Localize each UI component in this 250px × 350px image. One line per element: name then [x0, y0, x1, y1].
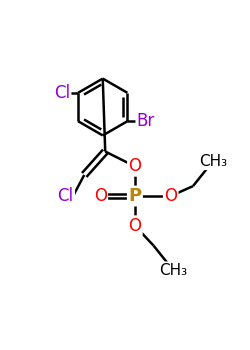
Text: Cl: Cl	[58, 187, 74, 205]
Text: P: P	[128, 187, 141, 205]
Text: Cl: Cl	[54, 84, 70, 102]
Text: CH₃: CH₃	[159, 263, 187, 278]
Text: Br: Br	[137, 112, 155, 130]
Text: O: O	[94, 187, 107, 205]
Text: CH₃: CH₃	[199, 154, 227, 169]
Text: O: O	[164, 187, 177, 205]
Text: O: O	[128, 217, 141, 235]
Text: O: O	[128, 158, 141, 175]
